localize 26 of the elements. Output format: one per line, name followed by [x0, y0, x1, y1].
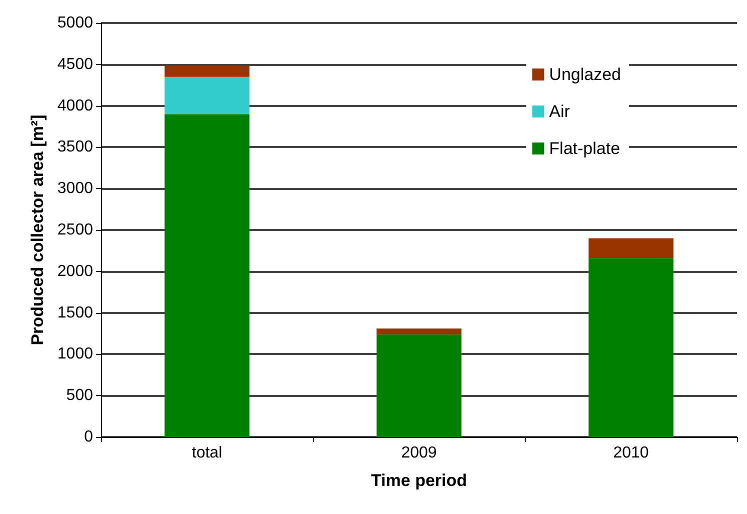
y-tick-label: 3000	[57, 180, 94, 198]
y-tick-label: 500	[66, 387, 94, 404]
bar	[164, 66, 250, 77]
y-tick-label: 4000	[57, 97, 94, 114]
bar	[376, 328, 462, 334]
y-axis-title: Produced collector area [m²]	[28, 114, 47, 346]
bar	[164, 76, 250, 114]
legend-label: Flat-plate	[549, 139, 620, 158]
legend-label: Unglazed	[549, 65, 621, 84]
bar	[588, 238, 674, 258]
legend-label: Air	[549, 102, 570, 121]
y-tick-label: 5000	[57, 14, 94, 32]
x-tick-label: 2010	[613, 444, 649, 462]
y-tick-label: 4500	[57, 56, 94, 73]
bar	[164, 114, 250, 437]
y-tick-label: 1500	[57, 304, 94, 322]
y-tick-label: 3500	[57, 138, 94, 156]
x-tick-label: total	[192, 444, 222, 462]
x-tick-label: 2009	[401, 444, 437, 462]
y-tick-label: 2500	[57, 222, 94, 238]
bar	[588, 258, 674, 437]
y-tick-label: 2000	[57, 262, 94, 280]
y-tick-label: 0	[84, 428, 94, 446]
y-tick-label: 1000	[57, 346, 94, 363]
bar	[376, 334, 462, 437]
x-axis-title: Time period	[370, 471, 468, 490]
